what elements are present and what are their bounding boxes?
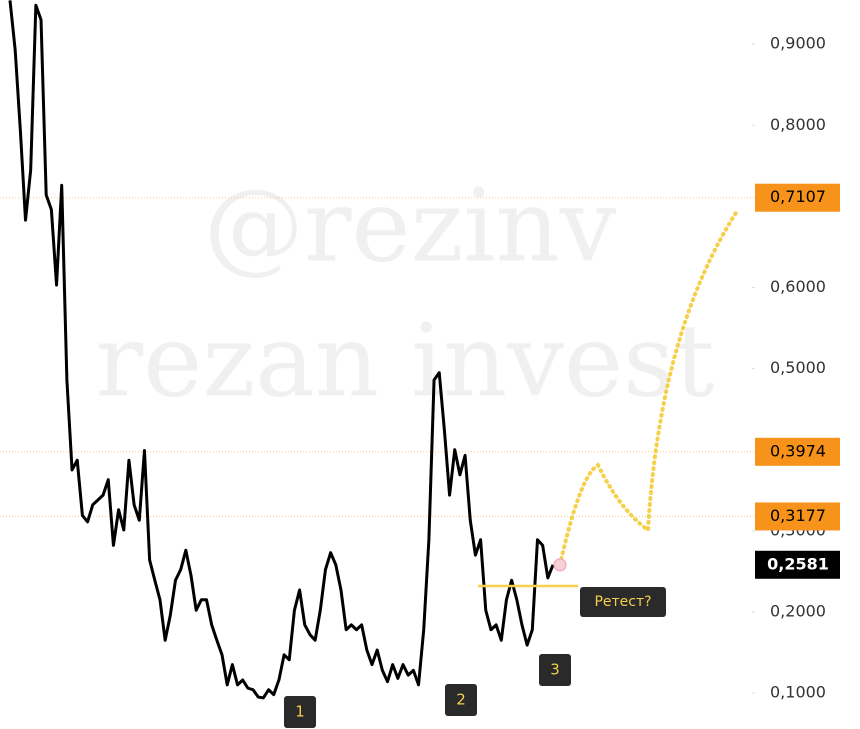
marker-box xyxy=(284,696,316,728)
y-tick-label: 0,9000 xyxy=(770,34,826,53)
level-label: 0,3974 xyxy=(770,441,826,460)
watermark: @rezinv xyxy=(204,168,617,285)
marker-box xyxy=(539,654,571,686)
retest-label: Ретест? xyxy=(594,594,651,610)
marker-label: 3 xyxy=(550,661,560,679)
level-label-box xyxy=(755,502,840,531)
retest-box xyxy=(580,587,666,617)
marker-box xyxy=(445,684,477,716)
watermark: rezan invest xyxy=(95,303,714,420)
price-line xyxy=(8,0,555,700)
level-label-box xyxy=(755,183,840,212)
y-tick-label: 0,2000 xyxy=(770,601,826,620)
y-tick-label: 0,1000 xyxy=(770,682,826,701)
level-label: 0,3177 xyxy=(770,506,826,525)
y-tick-label: 0,8000 xyxy=(770,115,826,134)
y-tick-label: 0,5000 xyxy=(770,358,826,377)
current-price-label: 0,2581 xyxy=(767,554,829,573)
level-label: 0,7107 xyxy=(770,187,826,206)
marker-label: 1 xyxy=(295,703,305,721)
level-label-box xyxy=(755,437,840,466)
current-price-box xyxy=(755,550,840,579)
current-point xyxy=(553,558,567,572)
projection-path xyxy=(558,207,740,567)
y-tick-label: 0,6000 xyxy=(770,277,826,296)
marker-label: 2 xyxy=(456,691,466,709)
